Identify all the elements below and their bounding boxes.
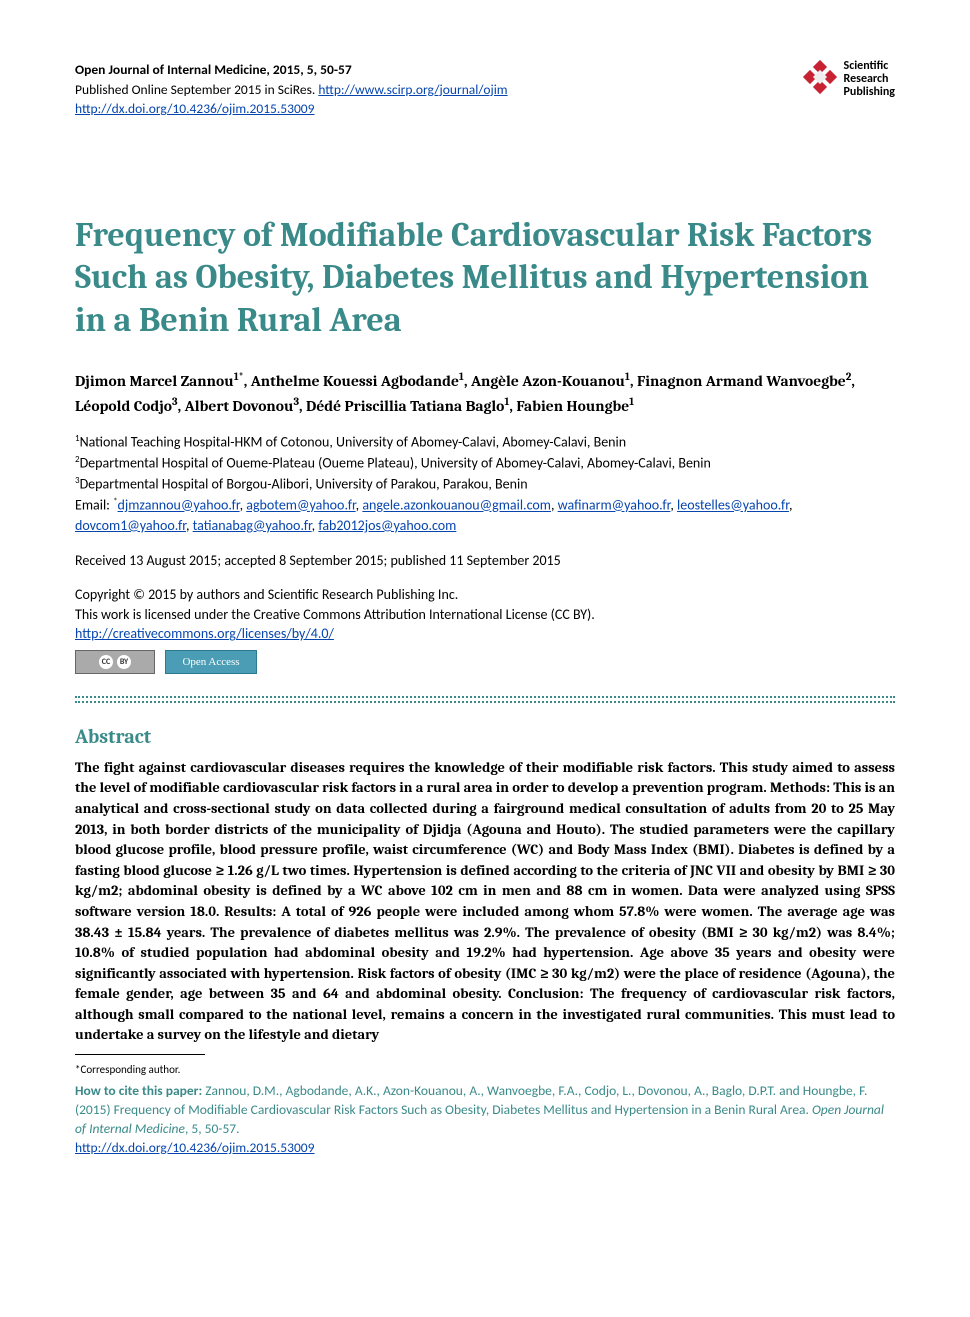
affiliation-3: 3Departmental Hospital of Borgou-Alibori… (75, 474, 895, 495)
publisher-logo: Scientific Research Publishing (802, 60, 895, 100)
license-link[interactable]: http://creativecommons.org/licenses/by/4… (75, 625, 334, 642)
corresponding-author-note: *Corresponding author. (75, 1063, 895, 1076)
email-link[interactable]: agbotem@yahoo.fr (246, 497, 355, 514)
affiliation-2: 2Departmental Hospital of Oueme-Plateau … (75, 453, 895, 474)
footnote-rule (75, 1054, 205, 1055)
journal-url-link[interactable]: http://www.scirp.org/journal/ojim (318, 81, 507, 98)
license-badges: CCBY Open Access (75, 650, 895, 674)
copyright-line2: This work is licensed under the Creative… (75, 605, 895, 625)
author-list: Djimon Marcel Zannou1*, Anthelme Kouessi… (75, 369, 895, 418)
open-access-badge: Open Access (165, 650, 257, 674)
email-line: Email: *djmzannou@yahoo.fr, agbotem@yaho… (75, 495, 895, 536)
abstract-heading: Abstract (75, 725, 895, 748)
email-link[interactable]: tatianabag@yahoo.fr (193, 517, 312, 534)
abstract-text: The fight against cardiovascular disease… (75, 758, 895, 1046)
affiliations: 1National Teaching Hospital-HKM of Coton… (75, 432, 895, 536)
email-link[interactable]: djmzannou@yahoo.fr (118, 497, 240, 514)
copyright-block: Copyright © 2015 by authors and Scientif… (75, 585, 895, 644)
email-link[interactable]: dovcom1@yahoo.fr (75, 517, 186, 534)
email-link[interactable]: wafinarm@yahoo.fr (558, 497, 671, 514)
email-link[interactable]: angele.azonkouanou@gmail.com (362, 497, 551, 514)
header-meta: Open Journal of Internal Medicine, 2015,… (75, 60, 508, 119)
published-label: Published Online September 2015 in SciRe… (75, 81, 318, 98)
publication-dates: Received 13 August 2015; accepted 8 Sept… (75, 552, 895, 569)
page: Open Journal of Internal Medicine, 2015,… (0, 0, 970, 1198)
citation-box: How to cite this paper: Zannou, D.M., Ag… (75, 1082, 895, 1158)
section-divider (75, 696, 895, 703)
citation-lead: How to cite this paper: (75, 1082, 205, 1099)
citation-doi-link[interactable]: http://dx.doi.org/10.4236/ojim.2015.5300… (75, 1139, 315, 1156)
email-link[interactable]: leostelles@yahoo.fr (677, 497, 789, 514)
cc-by-badge-icon: CCBY (75, 650, 155, 674)
article-title: Frequency of Modifiable Cardiovascular R… (75, 214, 895, 342)
logo-text: Scientific Research Publishing (844, 60, 895, 100)
doi-link[interactable]: http://dx.doi.org/10.4236/ojim.2015.5300… (75, 100, 315, 117)
copyright-line1: Copyright © 2015 by authors and Scientif… (75, 585, 895, 605)
affiliation-1: 1National Teaching Hospital-HKM of Coton… (75, 432, 895, 453)
email-link[interactable]: fab2012jos@yahoo.com (318, 517, 456, 534)
header-row: Open Journal of Internal Medicine, 2015,… (75, 60, 895, 119)
journal-citation: Open Journal of Internal Medicine, 2015,… (75, 61, 352, 78)
logo-icon (802, 62, 838, 98)
